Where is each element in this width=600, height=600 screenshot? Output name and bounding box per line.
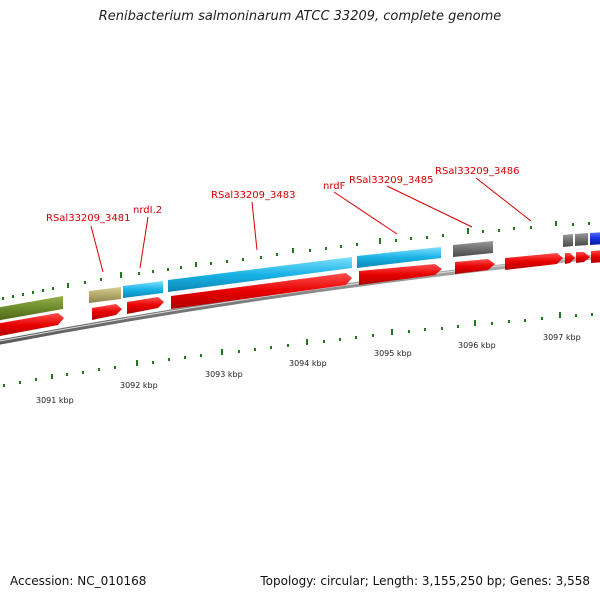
gene-red-9[interactable] (576, 252, 590, 263)
gene-label: RSal33209_3486 (435, 166, 519, 177)
kbp-label: 3097 kbp (543, 333, 581, 342)
gene-darkblue[interactable] (590, 232, 600, 245)
kbp-label: 3092 kbp (120, 381, 158, 390)
reverse-genes (0, 250, 600, 337)
gene-olive[interactable] (0, 296, 63, 321)
gene-rsal33209-3483[interactable] (168, 257, 352, 292)
outer-tick-track (2, 221, 590, 300)
gene-red-3[interactable] (127, 297, 164, 314)
gene-red-8[interactable] (565, 253, 575, 264)
gene-label: RSal33209_3481 (46, 213, 130, 224)
gene-red-1[interactable] (0, 313, 64, 337)
forward-genes (0, 232, 600, 321)
accession-label: Accession: NC_010168 (10, 574, 147, 588)
kbp-labels: 3091 kbp 3092 kbp 3093 kbp 3094 kbp 3095… (36, 333, 581, 405)
gene-rsal33209-3481[interactable] (89, 287, 121, 303)
gene-gray-3[interactable] (575, 233, 588, 246)
kbp-tick-track (3, 312, 593, 387)
gene-label: nrdF (323, 181, 346, 192)
gene-red-7[interactable] (505, 253, 563, 270)
gene-label: nrdI.2 (133, 205, 162, 216)
map-title: Renibacterium salmoninarum ATCC 33209, c… (98, 9, 502, 24)
gene-red-5[interactable] (359, 264, 442, 285)
kbp-label: 3091 kbp (36, 396, 74, 405)
kbp-label: 3096 kbp (458, 341, 496, 350)
kbp-label: 3093 kbp (205, 370, 243, 379)
gene-red-2[interactable] (92, 304, 122, 320)
gene-red-6[interactable] (455, 259, 495, 274)
gene-label: RSal33209_3483 (211, 190, 295, 201)
kbp-label: 3094 kbp (289, 359, 327, 368)
gene-label: RSal33209_3485 (349, 175, 433, 186)
gene-red-4[interactable] (171, 273, 352, 309)
label-leaders (90, 177, 532, 273)
gene-nrdi-2[interactable] (123, 281, 163, 298)
kbp-label: 3095 kbp (374, 349, 412, 358)
gene-nrdf[interactable] (357, 247, 441, 268)
gene-rsal33209-3485[interactable] (453, 241, 493, 257)
gene-red-10[interactable] (591, 250, 600, 263)
gene-labels: RSal33209_3481 nrdI.2 RSal33209_3483 nrd… (46, 166, 519, 224)
genome-info-label: Topology: circular; Length: 3,155,250 bp… (260, 574, 590, 588)
gene-gray-2[interactable] (563, 234, 573, 247)
